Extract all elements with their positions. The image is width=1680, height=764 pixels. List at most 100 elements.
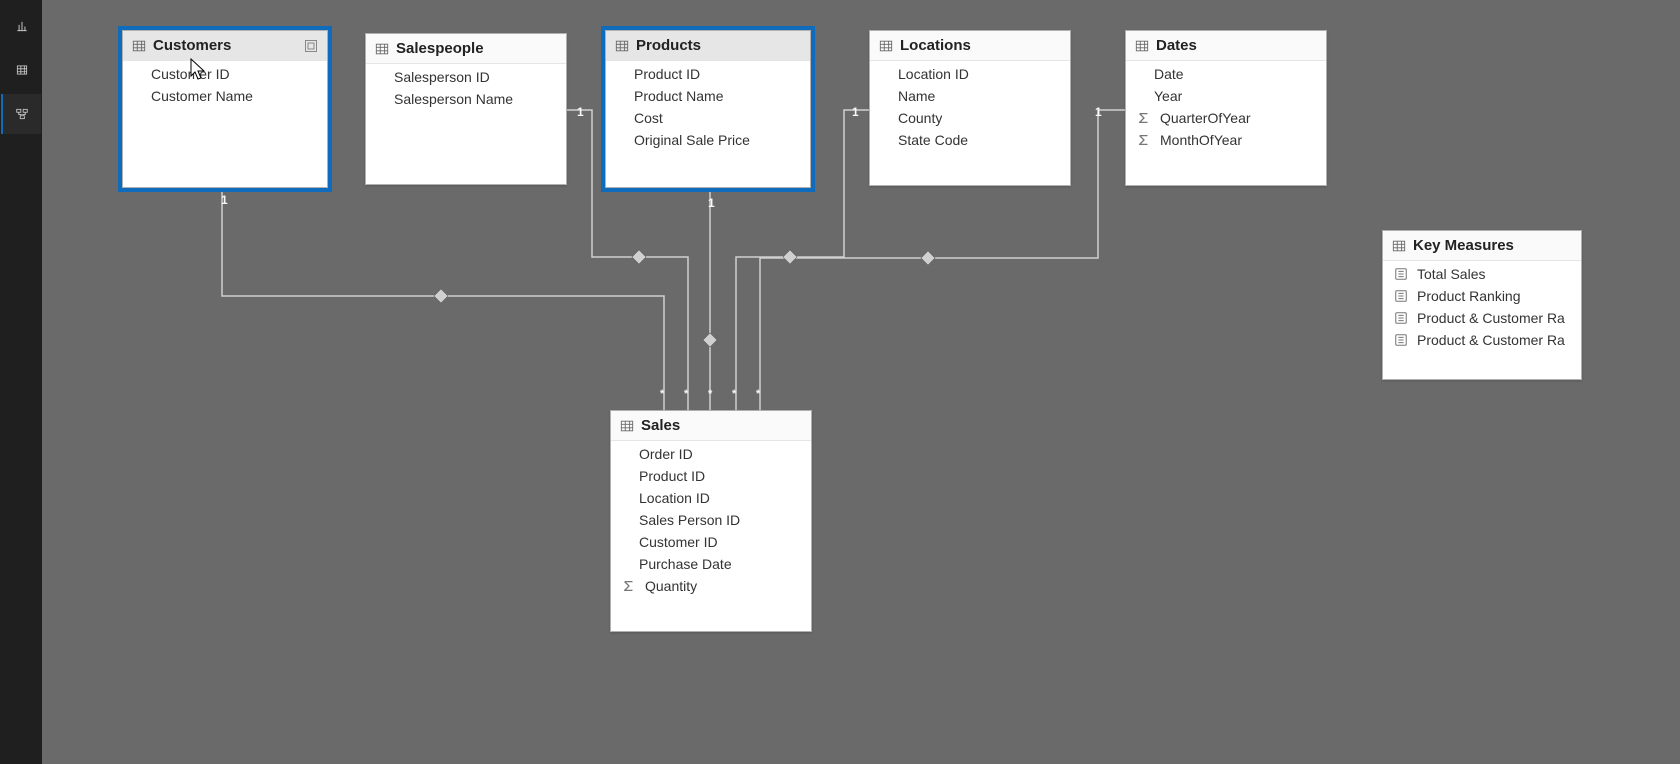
table-field[interactable]: Salesperson ID (366, 66, 566, 88)
table-header[interactable]: Sales (611, 411, 811, 441)
relationship-marker[interactable] (632, 250, 646, 264)
expand-icon[interactable] (303, 38, 319, 54)
table-field[interactable]: Original Sale Price (606, 129, 810, 151)
table-header[interactable]: Customers (123, 31, 327, 61)
table-title: Customers (153, 37, 231, 54)
relationship-line[interactable] (222, 188, 664, 410)
table-header[interactable]: Locations (870, 31, 1070, 61)
cardinality-one-label: 1 (1095, 105, 1102, 119)
table-field[interactable]: Customer ID (123, 63, 327, 85)
table-field-list: Location ID Name County State Code (870, 61, 1070, 183)
table-title: Dates (1156, 37, 1197, 54)
table-field[interactable]: Location ID (611, 487, 811, 509)
table-field-list: Customer ID Customer Name (123, 61, 327, 185)
table-title: Products (636, 37, 701, 54)
table-field[interactable]: Product Ranking (1383, 285, 1581, 307)
table-icon (131, 38, 147, 54)
relationship-marker[interactable] (921, 251, 935, 265)
field-label: Location ID (880, 66, 969, 82)
table-field[interactable]: QuarterOfYear (1126, 107, 1326, 129)
table-field[interactable]: Salesperson Name (366, 88, 566, 110)
relationship-marker[interactable] (783, 250, 797, 264)
field-label: Salesperson ID (376, 69, 490, 85)
cardinality-one-label: 1 (708, 196, 715, 210)
field-label: Customer ID (133, 66, 230, 82)
nav-data-view[interactable] (1, 50, 41, 90)
table-field[interactable]: Total Sales (1383, 263, 1581, 285)
field-label: County (880, 110, 942, 126)
table-title: Locations (900, 37, 971, 54)
table-field-list: Order ID Product ID Location ID Sales Perso… (611, 441, 811, 629)
relationship-marker[interactable] (434, 289, 448, 303)
table-field[interactable]: Name (870, 85, 1070, 107)
sigma-icon (1136, 110, 1152, 126)
table-header[interactable]: Salespeople (366, 34, 566, 64)
cardinality-one-label: 1 (221, 193, 228, 207)
table-icon (1391, 238, 1407, 254)
model-canvas[interactable]: 1*1*1*1*1* CustomersCustomer IDCustomer … (42, 0, 1680, 764)
nav-model-view[interactable] (1, 94, 41, 134)
table-card-products[interactable]: Products Product IDProduct NameCost Origin… (605, 30, 811, 188)
table-header[interactable]: Products (606, 31, 810, 61)
table-icon (1134, 38, 1150, 54)
table-field-list: Total Sales Product Ranking Product & Cust… (1383, 261, 1581, 377)
table-field[interactable]: Location ID (870, 63, 1070, 85)
table-header[interactable]: Dates (1126, 31, 1326, 61)
table-card-salespeople[interactable]: Salespeople Salesperson ID Salesperson Nam… (365, 33, 567, 185)
table-card-locations[interactable]: Locations Location ID Name County State Code (869, 30, 1071, 186)
cardinality-many-label: * (708, 388, 712, 400)
table-field[interactable]: Customer Name (123, 85, 327, 107)
table-field[interactable]: Product & Customer Ra (1383, 329, 1581, 351)
table-field[interactable]: Product Name (606, 85, 810, 107)
table-field[interactable]: Customer ID (611, 531, 811, 553)
table-grid-icon (14, 62, 30, 78)
nav-report-view[interactable] (1, 6, 41, 46)
table-field[interactable]: County (870, 107, 1070, 129)
model-icon (14, 106, 30, 122)
table-icon (614, 38, 630, 54)
field-label: Original Sale Price (616, 132, 750, 148)
field-label: Date (1136, 66, 1184, 82)
field-label: Sales Person ID (621, 512, 740, 528)
field-label: QuarterOfYear (1158, 110, 1251, 126)
cardinality-many-label: * (756, 388, 760, 400)
table-field[interactable]: State Code (870, 129, 1070, 151)
table-field[interactable]: Product ID (606, 63, 810, 85)
table-card-key_measures[interactable]: Key Measures Total Sales Product Ranking Pr… (1382, 230, 1582, 380)
table-field[interactable]: MonthOfYear (1126, 129, 1326, 151)
table-card-customers[interactable]: Customers Customer ID Customer Name (122, 30, 328, 188)
table-card-sales[interactable]: SalesOrder ID Product ID Location ID Sales … (610, 410, 812, 632)
field-label: Customer Name (133, 88, 253, 104)
field-label: Location ID (621, 490, 710, 506)
table-header[interactable]: Key Measures (1383, 231, 1581, 261)
field-label: Product & Customer Ra (1415, 332, 1565, 348)
field-label: Total Sales (1415, 266, 1485, 282)
field-label: Customer ID (621, 534, 718, 550)
table-icon (374, 41, 390, 57)
table-field[interactable]: Year (1126, 85, 1326, 107)
table-field[interactable]: Order ID (611, 443, 811, 465)
table-field[interactable]: Product ID (611, 465, 811, 487)
table-field-list: Date Year QuarterOfYear MonthOfYear (1126, 61, 1326, 183)
table-field[interactable]: Product & Customer Ra (1383, 307, 1581, 329)
table-card-dates[interactable]: Dates Date Year QuarterOfYear MonthOfYear (1125, 30, 1327, 186)
relationship-marker[interactable] (703, 333, 717, 347)
table-icon (619, 418, 635, 434)
table-field[interactable]: Cost (606, 107, 810, 129)
field-label: Product & Customer Ra (1415, 310, 1565, 326)
measure-icon (1393, 332, 1409, 348)
measure-icon (1393, 310, 1409, 326)
table-field[interactable]: Date (1126, 63, 1326, 85)
field-label: Quantity (643, 578, 697, 594)
table-field[interactable]: Quantity (611, 575, 811, 597)
table-title: Key Measures (1413, 237, 1514, 254)
measure-icon (1393, 266, 1409, 282)
field-label: Year (1136, 88, 1182, 104)
table-field[interactable]: Purchase Date (611, 553, 811, 575)
field-label: Product ID (621, 468, 705, 484)
nav-rail (0, 0, 42, 764)
table-field[interactable]: Sales Person ID (611, 509, 811, 531)
field-label: MonthOfYear (1158, 132, 1242, 148)
measure-icon (1393, 288, 1409, 304)
cardinality-many-label: * (660, 388, 664, 400)
